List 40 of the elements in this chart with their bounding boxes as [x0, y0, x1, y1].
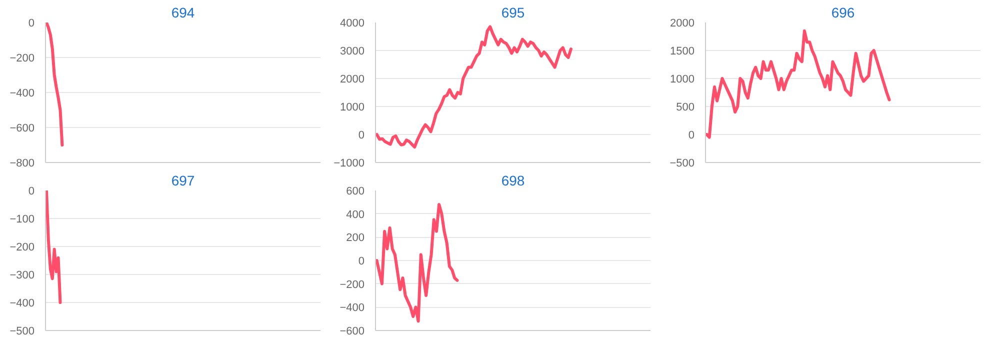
y-tick-label: 500 [676, 102, 695, 114]
line-series [46, 190, 62, 304]
y-tick-label: 0 [358, 130, 365, 142]
y-tick-label: 4000 [340, 18, 365, 30]
y-tick-label: −300 [10, 270, 35, 282]
y-tick-label: 0 [358, 256, 365, 268]
y-tick-label: −400 [10, 88, 35, 100]
y-tick-label: 0 [688, 130, 695, 142]
line-series [376, 203, 459, 323]
y-tick-label: −600 [340, 326, 365, 337]
chart-title: 694 [171, 4, 195, 20]
line-series [706, 29, 891, 139]
y-tick-label: 2000 [670, 18, 695, 30]
y-tick-label: 400 [346, 208, 365, 221]
y-tick-label: −1000 [334, 158, 365, 170]
y-tick-label: 600 [346, 186, 365, 198]
y-tick-label: −800 [10, 158, 35, 170]
y-tick-label: −100 [10, 214, 35, 226]
line-series [376, 25, 572, 149]
y-tick-label: −600 [10, 122, 35, 134]
y-tick-label: 2000 [340, 74, 365, 86]
y-tick-label: 3000 [340, 46, 365, 58]
y-tick-label: −200 [10, 52, 35, 64]
y-tick-label: −200 [10, 242, 35, 254]
y-tick-label: 200 [346, 232, 365, 244]
y-tick-label: −400 [10, 298, 35, 310]
chart-title: 695 [501, 4, 525, 20]
y-tick-label: −200 [340, 278, 365, 291]
chart-title: 696 [831, 4, 855, 20]
y-tick-label: −500 [670, 158, 695, 170]
y-tick-label: 0 [28, 186, 35, 198]
y-tick-label: 1000 [340, 102, 365, 114]
line-series [46, 22, 64, 146]
y-tick-label: 1000 [670, 74, 695, 86]
y-tick-label: −500 [10, 326, 35, 337]
y-tick-label: 0 [28, 18, 35, 30]
chart-title: 698 [501, 172, 525, 188]
y-tick-label: 1500 [670, 46, 695, 58]
chart-title: 697 [171, 172, 195, 188]
y-tick-label: −400 [340, 302, 365, 314]
